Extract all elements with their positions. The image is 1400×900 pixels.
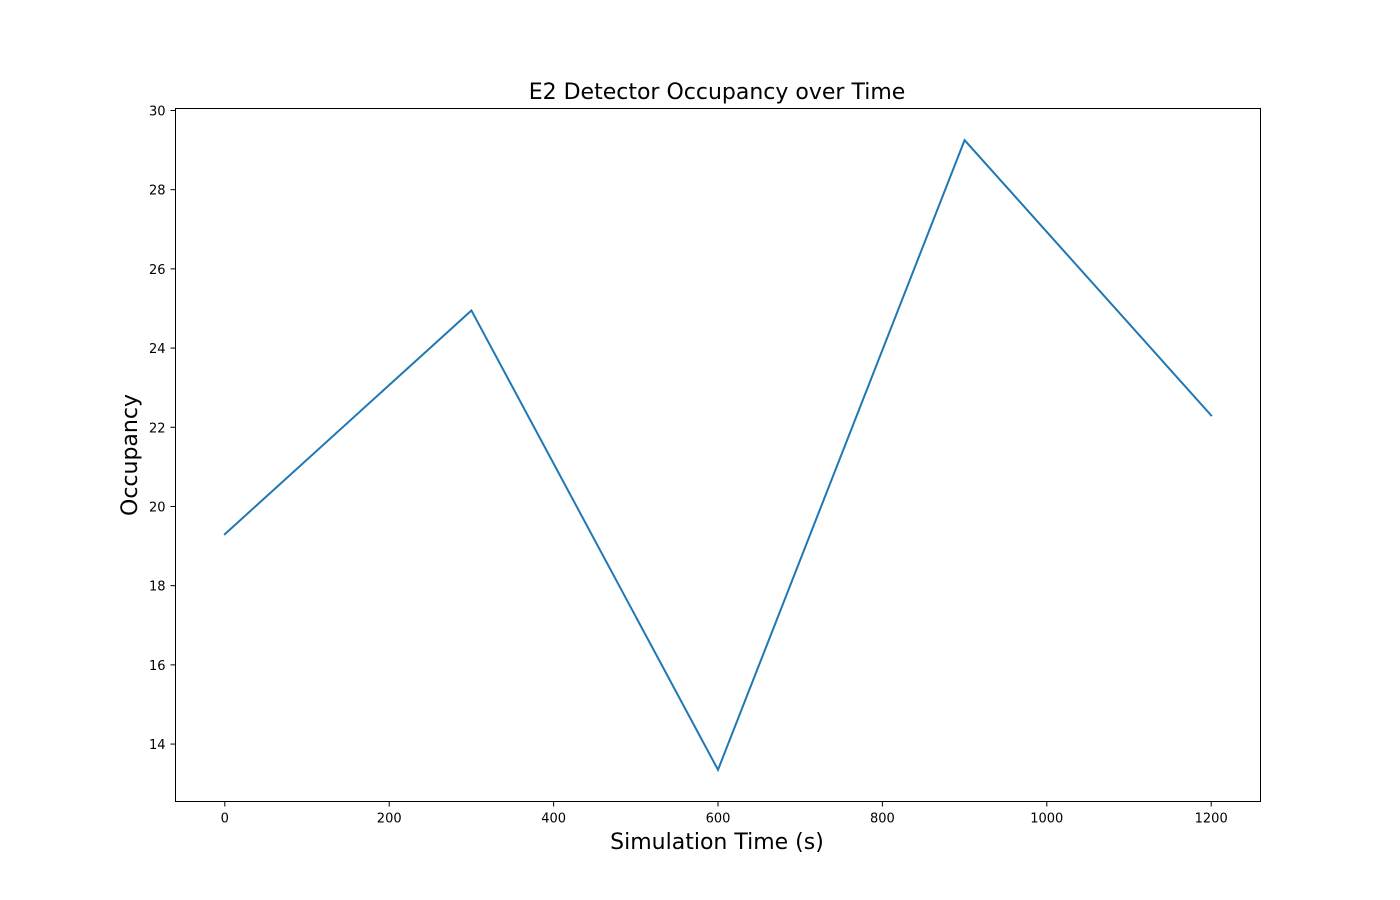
- y-tick-label: 28: [149, 184, 166, 199]
- x-tick-label: 200: [377, 812, 402, 827]
- x-tick-label: 1200: [1195, 812, 1228, 827]
- x-tick-label: 0: [221, 812, 229, 827]
- y-tick-label: 18: [149, 580, 166, 595]
- x-tick-label: 600: [706, 812, 731, 827]
- y-tick-label: 22: [149, 421, 166, 436]
- x-tick-label: 400: [541, 812, 566, 827]
- y-axis: 14 16 18 20 22 24 26 28 30: [149, 104, 176, 753]
- series-line-0: [223, 138, 1213, 773]
- y-tick-label: 26: [149, 263, 166, 278]
- chart-title: E2 Detector Occupancy over Time: [529, 80, 906, 105]
- y-axis-label: Occupancy: [118, 394, 143, 516]
- y-tick-label: 24: [149, 342, 166, 357]
- y-tick-label: 16: [149, 659, 166, 674]
- x-tick-label: 1000: [1030, 812, 1063, 827]
- y-tick-label: 30: [149, 104, 166, 119]
- y-tick-label: 20: [149, 500, 166, 515]
- plot-area: [223, 138, 1213, 773]
- y-tick-label: 14: [149, 738, 166, 753]
- x-axis-label: Simulation Time (s): [610, 830, 824, 855]
- x-axis: 0 200 400 600 800 1000 1200: [221, 801, 1228, 827]
- x-tick-label: 800: [870, 812, 895, 827]
